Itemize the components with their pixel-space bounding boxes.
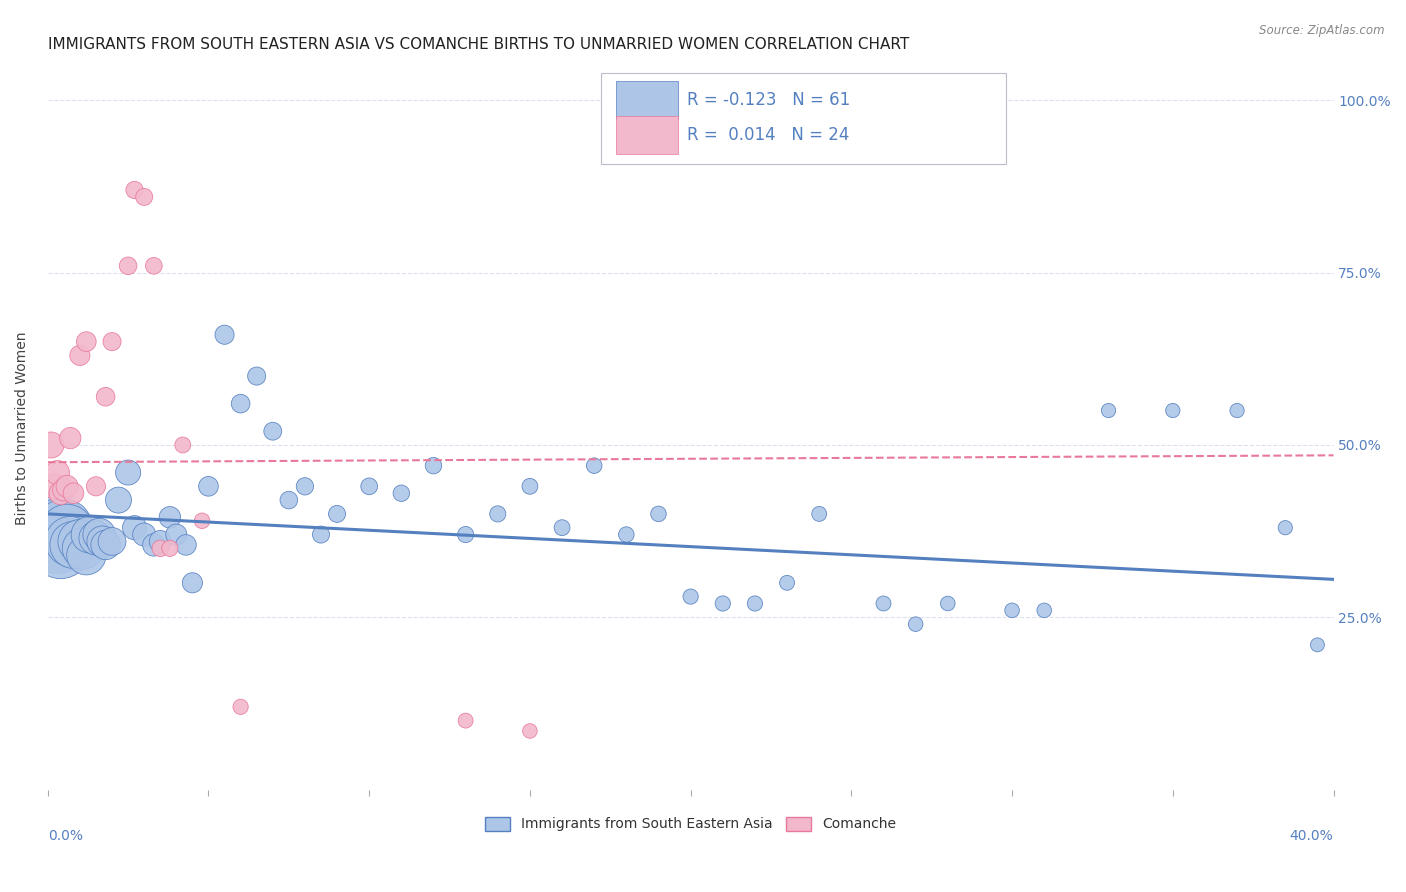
Text: 40.0%: 40.0% [1289, 830, 1333, 843]
Point [808, 507, 831, 521]
Point [1161, 403, 1184, 417]
Point [454, 714, 477, 728]
Point [149, 534, 172, 549]
Point [159, 510, 181, 524]
FancyBboxPatch shape [616, 116, 678, 153]
Point [69, 348, 91, 362]
Point [84, 531, 107, 545]
Point [79, 527, 101, 541]
Point [62, 538, 84, 552]
Point [229, 397, 252, 411]
Point [172, 438, 194, 452]
Point [262, 424, 284, 438]
Point [389, 486, 412, 500]
Point [165, 527, 187, 541]
Point [229, 699, 252, 714]
Point [614, 527, 637, 541]
Point [679, 590, 702, 604]
Point [246, 369, 269, 384]
Point [52, 521, 75, 535]
Point [277, 493, 299, 508]
Point [117, 259, 139, 273]
Point [94, 538, 117, 552]
Legend: Immigrants from South Eastern Asia, Comanche: Immigrants from South Eastern Asia, Coma… [479, 811, 903, 837]
Point [134, 527, 156, 541]
Point [91, 534, 114, 549]
Point [191, 514, 214, 528]
Point [359, 479, 381, 493]
Point [326, 507, 349, 521]
Point [134, 190, 156, 204]
Point [44, 527, 66, 541]
Point [294, 479, 316, 493]
Point [124, 183, 146, 197]
Point [72, 541, 94, 556]
Point [107, 493, 129, 508]
Point [62, 486, 84, 500]
Point [1097, 403, 1119, 417]
Point [214, 327, 236, 342]
Point [1306, 638, 1329, 652]
Point [872, 597, 894, 611]
Point [647, 507, 669, 521]
Point [56, 479, 79, 493]
FancyBboxPatch shape [600, 73, 1005, 163]
Point [56, 524, 79, 538]
Point [159, 541, 181, 556]
Point [1001, 603, 1024, 617]
Point [904, 617, 927, 632]
Point [181, 575, 204, 590]
Point [583, 458, 606, 473]
Point [69, 534, 91, 549]
Point [142, 259, 165, 273]
Point [1033, 603, 1056, 617]
Text: IMMIGRANTS FROM SOUTH EASTERN ASIA VS COMANCHE BIRTHS TO UNMARRIED WOMEN CORRELA: IMMIGRANTS FROM SOUTH EASTERN ASIA VS CO… [48, 37, 910, 53]
Point [44, 479, 66, 493]
Point [486, 507, 509, 521]
Point [519, 723, 541, 738]
Point [309, 527, 332, 541]
Point [422, 458, 444, 473]
Point [75, 548, 97, 562]
Point [149, 541, 172, 556]
Point [46, 534, 69, 549]
Point [124, 521, 146, 535]
Text: R =  0.014   N = 24: R = 0.014 N = 24 [686, 126, 849, 144]
Point [101, 534, 124, 549]
Point [117, 466, 139, 480]
Point [142, 538, 165, 552]
Point [936, 597, 959, 611]
Point [52, 483, 75, 497]
Point [49, 486, 72, 500]
Point [1226, 403, 1249, 417]
Point [39, 438, 62, 452]
Point [46, 466, 69, 480]
Text: Source: ZipAtlas.com: Source: ZipAtlas.com [1260, 24, 1385, 37]
Point [776, 575, 799, 590]
Text: R = -0.123   N = 61: R = -0.123 N = 61 [686, 91, 851, 109]
Y-axis label: Births to Unmarried Women: Births to Unmarried Women [15, 331, 30, 524]
FancyBboxPatch shape [616, 81, 678, 119]
Point [59, 431, 82, 445]
Text: 0.0%: 0.0% [48, 830, 83, 843]
Point [89, 527, 111, 541]
Point [84, 479, 107, 493]
Point [75, 334, 97, 349]
Point [39, 524, 62, 538]
Point [59, 534, 82, 549]
Point [197, 479, 219, 493]
Point [1274, 521, 1296, 535]
Point [49, 541, 72, 556]
Point [454, 527, 477, 541]
Point [744, 597, 766, 611]
Point [174, 538, 197, 552]
Point [519, 479, 541, 493]
Point [551, 521, 574, 535]
Point [711, 597, 734, 611]
Point [101, 334, 124, 349]
Point [94, 390, 117, 404]
